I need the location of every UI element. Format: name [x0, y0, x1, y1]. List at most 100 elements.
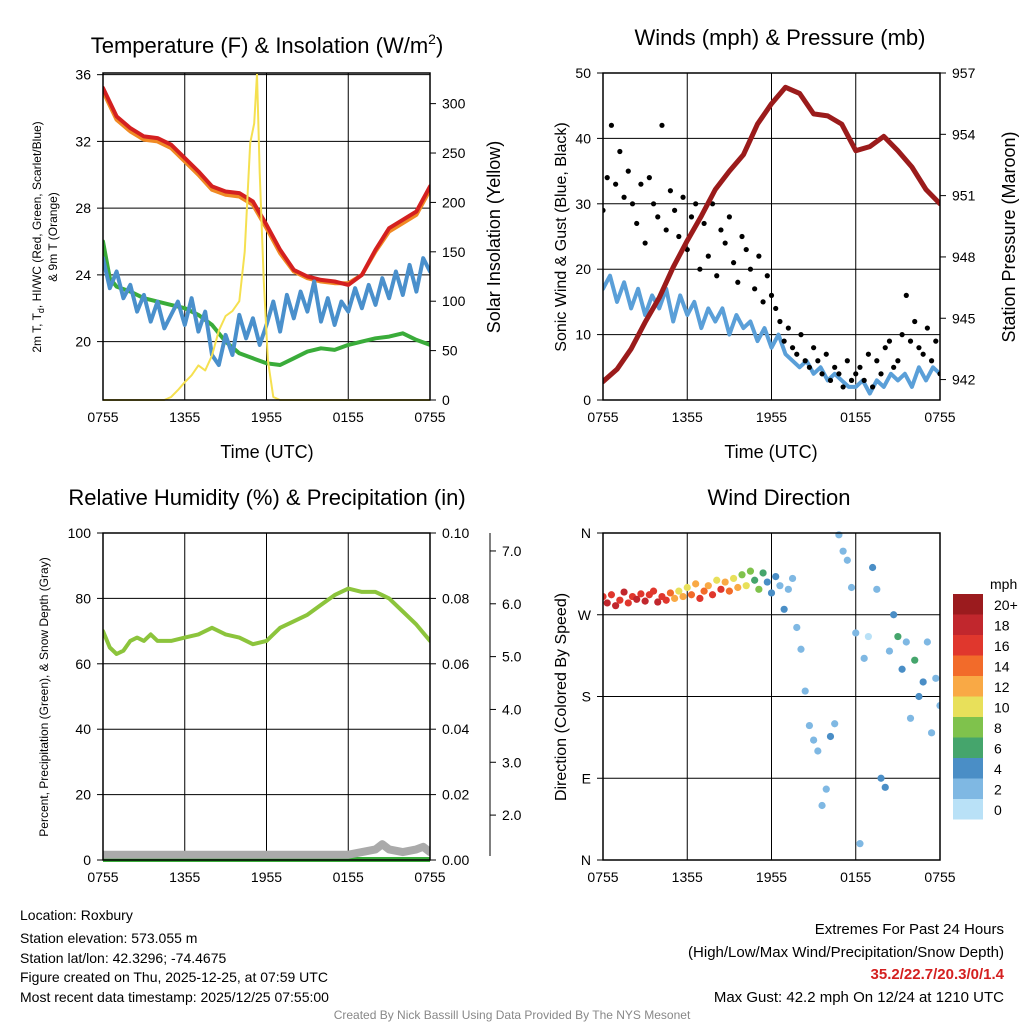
- gust-point: [823, 351, 829, 357]
- wind-direction-point: [911, 656, 919, 664]
- wind-direction-point: [767, 589, 776, 597]
- wind-direction-point: [616, 596, 624, 604]
- recent-data-text: Most recent data timestamp: 2025/12/25 0…: [20, 989, 329, 1005]
- gust-point: [865, 351, 871, 357]
- gust-point: [613, 181, 619, 187]
- created-text: Figure created on Thu, 2025-12-25, at 07…: [20, 969, 328, 985]
- wind-direction-point: [734, 583, 742, 592]
- legend-label: 2: [994, 782, 1002, 798]
- wind-direction-point: [700, 587, 708, 595]
- temperature-panel: Temperature (F) & Insolation (W/m2) Time…: [30, 31, 504, 462]
- gust-point: [642, 240, 648, 246]
- wind-direction-point: [902, 638, 910, 646]
- legend-swatch: [953, 799, 983, 820]
- gust-point: [773, 305, 779, 312]
- wind-direction-point: [692, 580, 700, 588]
- wind-direction-point: [751, 576, 759, 584]
- gust-point: [730, 260, 737, 266]
- y-tick-label: 50: [575, 65, 591, 81]
- wind-direction-point: [607, 591, 616, 599]
- winds-title: Winds (mph) & Pressure (mb): [635, 25, 926, 50]
- y-tick-label: 32: [75, 133, 91, 149]
- gust-point: [739, 233, 745, 240]
- wind-direction-point: [932, 674, 940, 682]
- gust-point: [853, 371, 859, 377]
- y-tick-label: 36: [75, 67, 91, 83]
- wind-direction-point: [856, 840, 864, 848]
- wind-direction-point: [839, 547, 847, 555]
- wind-direction-point: [847, 583, 856, 592]
- winds-xlabel: Time (UTC): [724, 442, 817, 462]
- x-tick-label: 1355: [672, 409, 703, 425]
- footer-left: Location: Roxbury Station elevation: 573…: [20, 907, 329, 1005]
- wind-direction-point: [805, 721, 814, 730]
- y2-tick-label: 100: [442, 293, 466, 309]
- gust-point: [895, 358, 901, 364]
- y2-tick-label: 942: [952, 372, 976, 388]
- wind-direction-point: [763, 578, 771, 586]
- legend-title: mph: [990, 576, 1017, 592]
- series-group: [103, 73, 430, 401]
- gust-point: [634, 220, 640, 227]
- legend-label: 12: [994, 679, 1010, 695]
- wind-direction-point: [620, 588, 628, 596]
- x-tick-label: 1355: [169, 869, 200, 885]
- legend-swatch: [953, 676, 983, 697]
- gust-point: [760, 299, 766, 305]
- legend-label: 14: [994, 659, 1010, 675]
- station-pressure-line: [603, 84, 940, 385]
- gust-point: [777, 318, 783, 325]
- wind-direction-point: [717, 585, 725, 593]
- temperature-title: Temperature (F) & Insolation (W/m2): [91, 31, 444, 58]
- y-tick-label: 80: [75, 590, 91, 606]
- gust-point: [718, 227, 724, 233]
- gust-point: [608, 122, 615, 128]
- temperature-xlabel: Time (UTC): [220, 442, 313, 462]
- legend-label: 18: [994, 618, 1010, 634]
- legend-swatch: [953, 696, 983, 717]
- elevation-text: Station elevation: 573.055 m: [20, 930, 197, 946]
- wind-direction-point: [881, 783, 889, 791]
- y2-tick-label: 0.10: [442, 525, 469, 541]
- wind-direction-panel: Wind Direction Direction (Colored By Spe…: [553, 485, 1018, 885]
- y2-tick-label: 951: [952, 188, 976, 204]
- y2-tick-label: 957: [952, 65, 976, 81]
- wind-direction-point: [725, 587, 733, 595]
- y2-tick-label: 150: [442, 244, 466, 260]
- gust-point: [747, 266, 754, 272]
- y2-tick-label: 200: [442, 194, 466, 210]
- legend-swatch: [953, 614, 983, 635]
- gust-point: [836, 371, 842, 377]
- y2-tick-label: 0.08: [442, 590, 469, 606]
- y-tick-label: 40: [75, 721, 91, 737]
- y2-tick-label: 954: [952, 126, 976, 142]
- gust-point: [726, 214, 732, 220]
- wind-direction-point: [603, 599, 611, 607]
- x-tick-label: 0755: [587, 409, 618, 425]
- wind-direction-point: [662, 596, 670, 604]
- wind-direction-point: [641, 597, 649, 605]
- wind-direction-point: [687, 591, 696, 599]
- y-tick-label: 0: [583, 392, 591, 408]
- wind-direction-point: [675, 587, 683, 595]
- latlon-text: Station lat/lon: 42.3296; -74.4675: [20, 950, 226, 966]
- wind-direction-point: [894, 632, 902, 641]
- gust-point: [756, 253, 762, 259]
- wind-direction-point: [822, 785, 830, 793]
- legend-swatch: [953, 655, 983, 676]
- temperature-ylabel-2: & 9m T (Orange): [46, 192, 60, 282]
- gust-point: [912, 318, 918, 325]
- wind-direction-point: [654, 598, 662, 606]
- y-tick-label: 28: [75, 200, 91, 216]
- gust-point: [659, 122, 665, 128]
- extremes-values: 35.2/22.7/20.3/0/1.4: [871, 966, 1005, 983]
- y3-tick-label: 7.0: [502, 543, 522, 559]
- gust-point: [899, 332, 905, 338]
- x-tick-label: 1955: [756, 409, 787, 425]
- sonic-wind-line: [603, 273, 940, 396]
- wind-direction-point: [923, 638, 931, 646]
- x-tick-label: 0755: [414, 409, 445, 425]
- wind-direction-point: [671, 594, 679, 603]
- plot-frame: [102, 72, 431, 401]
- legend-swatch: [953, 737, 983, 758]
